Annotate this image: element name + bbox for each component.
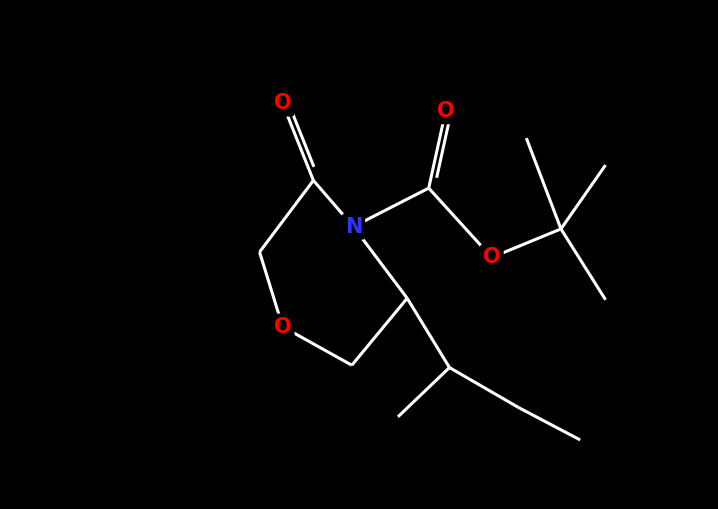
- Text: O: O: [437, 101, 454, 121]
- Text: O: O: [274, 317, 292, 337]
- Text: O: O: [274, 94, 292, 114]
- Text: N: N: [345, 217, 362, 237]
- Text: O: O: [483, 247, 500, 267]
